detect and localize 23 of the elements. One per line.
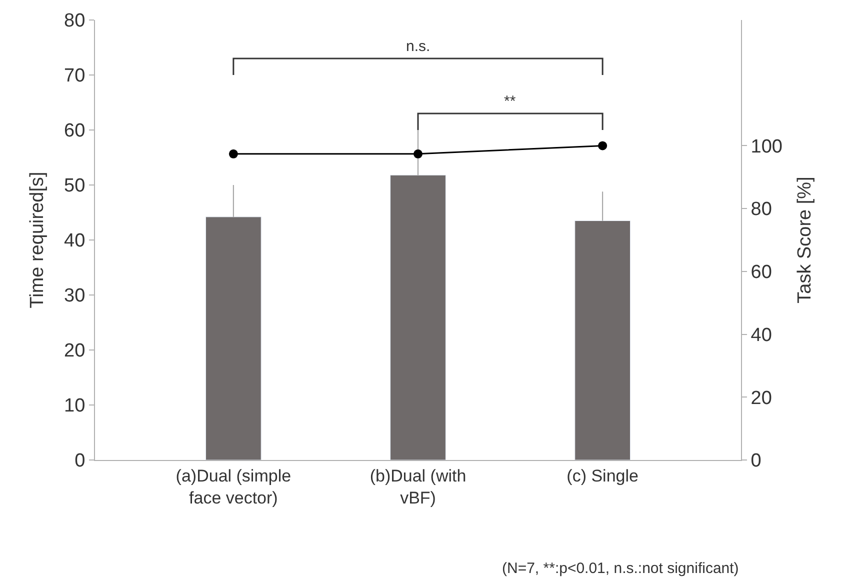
y-tick-label: 70: [64, 66, 86, 87]
x-tick-label: (c) Single: [566, 466, 638, 486]
x-tick-label: (b)Dual (with vBF): [370, 466, 466, 508]
y-tick-label: 50: [64, 176, 86, 197]
y2-tick-label: 40: [750, 324, 772, 346]
x-tick-label: (a)Dual (simple face vector): [176, 466, 292, 508]
y-tick-label: 40: [64, 230, 86, 252]
y2-tick-label: 0: [750, 450, 762, 472]
annotation: **: [504, 93, 516, 110]
y2-axis-title: Task Score [%]: [794, 176, 816, 304]
y-tick-label: 0: [74, 450, 86, 472]
y2-tick-label: 80: [750, 199, 772, 220]
y-tick-label: 10: [64, 396, 86, 417]
y2-tick-label: 60: [750, 262, 772, 284]
text: (N=7, **:p<0.01, n.s.:not significant): [502, 560, 739, 577]
y-tick-label: 20: [64, 340, 86, 362]
y2-tick-label: 100: [750, 136, 783, 158]
y-tick-label: 60: [64, 120, 86, 142]
annotation: n.s.: [406, 38, 430, 55]
y2-tick-label: 20: [750, 388, 772, 409]
y-tick-label: 80: [64, 10, 86, 32]
y-tick-label: 30: [64, 286, 86, 307]
y-axis-title: Time required[s]: [26, 172, 48, 308]
